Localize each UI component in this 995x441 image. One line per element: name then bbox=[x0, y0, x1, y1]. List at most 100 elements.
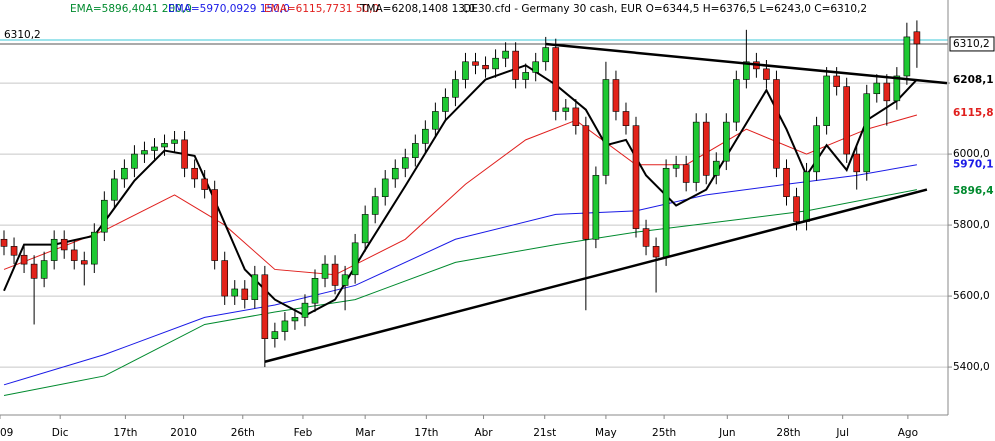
x-tick-label: 2010 bbox=[170, 427, 197, 439]
candle-body bbox=[141, 150, 148, 155]
candle-body bbox=[642, 228, 650, 247]
candle-body bbox=[843, 86, 850, 155]
candle-body bbox=[101, 199, 108, 233]
y-tick-label: 5800,0 bbox=[953, 219, 990, 231]
candle-body bbox=[331, 263, 339, 286]
candle-body bbox=[381, 178, 389, 197]
corner-label: 6310,2 bbox=[4, 29, 41, 41]
candle-body bbox=[853, 153, 861, 173]
header-text: .DE30.cfd - Germany 30 cash, EUR O=6344,… bbox=[460, 3, 867, 15]
candle-body bbox=[592, 175, 600, 240]
candle-body bbox=[111, 178, 118, 201]
header-text: EMA=5970,0929 150,0 bbox=[168, 3, 290, 15]
candle-body bbox=[361, 214, 369, 244]
candle-body bbox=[341, 274, 349, 286]
candle-body bbox=[582, 125, 590, 240]
candle-body bbox=[291, 317, 299, 322]
candle-body bbox=[622, 111, 630, 126]
candle-body bbox=[452, 79, 459, 98]
marker-label: 5896,4 bbox=[953, 185, 994, 197]
x-tick-label: Mar bbox=[355, 427, 375, 439]
candle-body bbox=[462, 61, 469, 80]
candle-body bbox=[522, 72, 529, 80]
header-text: TMA=6208,1408 13,0 bbox=[359, 3, 475, 15]
candle-body bbox=[502, 50, 509, 59]
candle-body bbox=[542, 47, 550, 63]
candle-body bbox=[763, 68, 770, 80]
candle-body bbox=[492, 57, 499, 70]
candle-body bbox=[80, 260, 88, 265]
candle-body bbox=[231, 288, 239, 297]
marker-label: 5970,1 bbox=[953, 159, 994, 171]
candle-body bbox=[90, 231, 98, 265]
candle-body bbox=[823, 75, 830, 126]
candle-body bbox=[20, 254, 28, 265]
candle-body bbox=[211, 189, 218, 261]
marker-bg bbox=[950, 73, 994, 88]
candle-body bbox=[833, 75, 840, 87]
candle-body bbox=[391, 167, 399, 180]
x-tick-label: 25th bbox=[652, 427, 676, 439]
x-tick-label: May bbox=[595, 427, 617, 439]
candle-body bbox=[371, 196, 379, 215]
marker-label: 6208,1 bbox=[953, 74, 994, 86]
candle-body bbox=[201, 178, 208, 190]
header-text: EMA=5896,4041 200,0 bbox=[70, 3, 192, 15]
candle-body bbox=[171, 139, 178, 144]
candle-body bbox=[131, 153, 138, 169]
x-tick-label: 21st bbox=[533, 427, 556, 439]
candle-body bbox=[311, 278, 319, 304]
marker-bg bbox=[950, 157, 994, 172]
candle-body bbox=[863, 93, 871, 173]
marker-label: 6310,2 bbox=[953, 38, 990, 50]
candle-body bbox=[482, 65, 489, 70]
candle-body bbox=[803, 171, 810, 222]
candle-body bbox=[562, 107, 570, 112]
candle-body bbox=[602, 79, 610, 176]
x-tick-label: 26th bbox=[231, 427, 255, 439]
candle-body bbox=[632, 125, 640, 229]
indicator-line bbox=[3, 164, 917, 386]
candle-body bbox=[10, 246, 18, 256]
candle-body bbox=[682, 164, 690, 183]
candle-body bbox=[913, 31, 921, 45]
candle-body bbox=[351, 242, 359, 276]
candle-body bbox=[181, 139, 188, 169]
candle-body bbox=[893, 75, 901, 102]
candle-body bbox=[301, 302, 309, 318]
trend-line bbox=[264, 188, 928, 363]
y-tick-label: 5600,0 bbox=[953, 290, 990, 302]
candle-body bbox=[532, 61, 539, 73]
candle-body bbox=[121, 167, 128, 180]
x-tick-label: 28th bbox=[776, 427, 800, 439]
candle-body bbox=[472, 61, 479, 66]
candle-body bbox=[0, 238, 8, 247]
candle-body bbox=[722, 121, 730, 162]
x-tick-label: Jun bbox=[718, 427, 735, 439]
x-tick-label: 2009 bbox=[0, 427, 13, 439]
price-box bbox=[949, 36, 995, 52]
candle-body bbox=[672, 164, 680, 169]
candle-body bbox=[813, 125, 820, 173]
x-tick-label: Ago bbox=[898, 427, 918, 439]
candle-body bbox=[903, 36, 911, 77]
x-tick-label: Feb bbox=[294, 427, 313, 439]
candle-body bbox=[883, 82, 891, 102]
x-tick-label: Dic bbox=[52, 427, 69, 439]
candle-body bbox=[743, 61, 750, 80]
candle-body bbox=[191, 167, 198, 180]
candle-body bbox=[70, 249, 78, 261]
candle-body bbox=[733, 79, 740, 123]
indicator-line bbox=[3, 189, 917, 396]
trend-line bbox=[545, 42, 948, 85]
candle-body bbox=[783, 167, 790, 197]
candle-body bbox=[773, 79, 780, 169]
candle-body bbox=[873, 82, 881, 95]
candle-body bbox=[161, 143, 168, 148]
y-tick-label: 6000,0 bbox=[953, 148, 990, 160]
candle-body bbox=[221, 260, 229, 297]
candle-body bbox=[151, 146, 158, 151]
header-text: EMA=6115,7731 50,0 bbox=[264, 3, 379, 15]
candle-body bbox=[612, 79, 620, 112]
